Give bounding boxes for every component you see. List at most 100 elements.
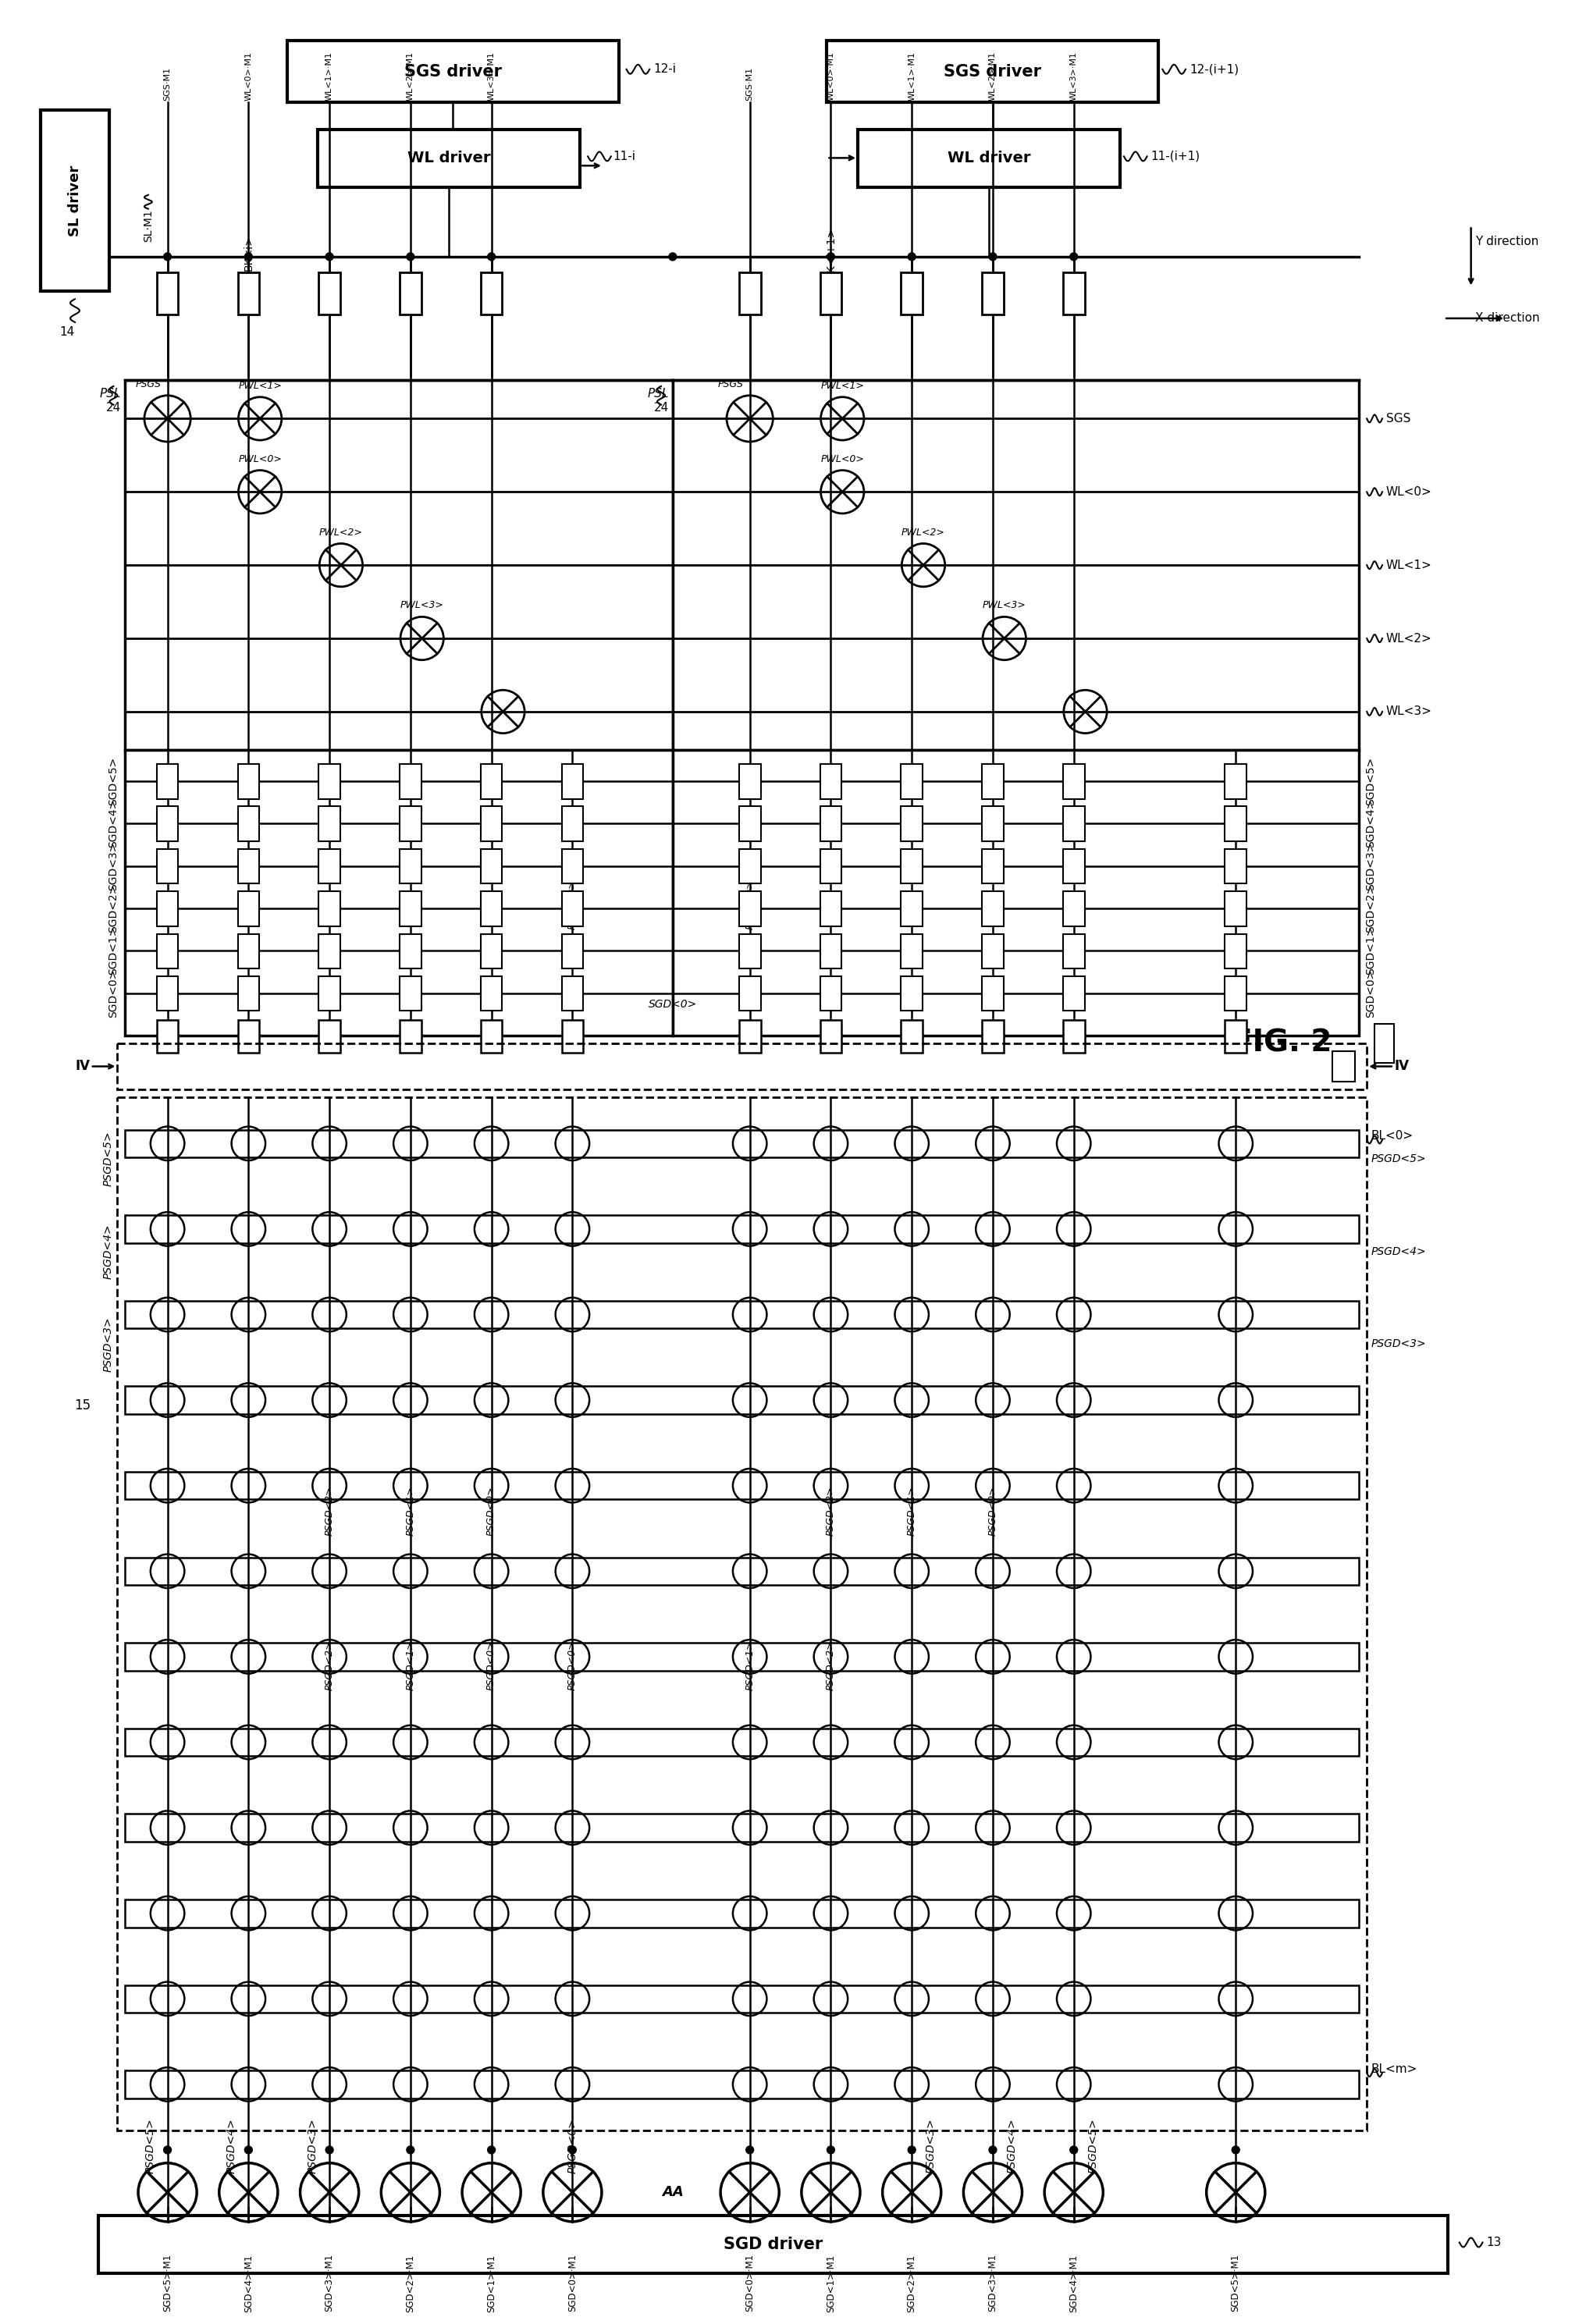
Text: PSGD<5>: PSGD<5>	[103, 1132, 114, 1188]
Circle shape	[487, 2145, 495, 2154]
Text: WL<3>·M1: WL<3>·M1	[1069, 51, 1077, 100]
Text: SGD<3>: SGD<3>	[108, 841, 119, 890]
Bar	[238, 934, 259, 969]
Text: PSGD<1>: PSGD<1>	[744, 1641, 755, 1690]
Bar	[1224, 934, 1247, 969]
Bar	[901, 848, 921, 883]
Bar	[125, 1215, 1359, 1243]
Bar	[125, 1643, 1359, 1671]
Circle shape	[988, 253, 996, 260]
Text: SGD<3>·M1: SGD<3>·M1	[324, 2254, 335, 2312]
Bar	[319, 934, 339, 969]
Bar	[901, 892, 921, 925]
Text: PSGD<5>: PSGD<5>	[144, 2119, 155, 2173]
Bar	[982, 806, 1002, 841]
Text: Y direction: Y direction	[1473, 235, 1537, 246]
Text: PSGS: PSGS	[717, 379, 744, 390]
Circle shape	[1231, 2145, 1239, 2154]
Text: PSGD<5>: PSGD<5>	[1370, 1153, 1426, 1164]
Circle shape	[244, 2145, 252, 2154]
Bar	[561, 806, 584, 841]
Circle shape	[487, 253, 495, 260]
Bar	[1063, 934, 1083, 969]
Circle shape	[826, 253, 834, 260]
Text: SGD<3>: SGD<3>	[1364, 841, 1375, 890]
Bar	[400, 892, 420, 925]
Circle shape	[745, 2145, 753, 2154]
Text: SGD<4>·M1: SGD<4>·M1	[1067, 2254, 1078, 2312]
Text: WL driver: WL driver	[408, 151, 490, 165]
Text: SGD<5>: SGD<5>	[1364, 758, 1375, 806]
Text: SGD<1>: SGD<1>	[108, 927, 119, 976]
Bar	[982, 272, 1002, 314]
Bar	[1063, 272, 1083, 314]
Bar	[561, 892, 584, 925]
Circle shape	[163, 253, 171, 260]
Bar	[1063, 892, 1083, 925]
Bar	[40, 109, 109, 290]
Text: SGD<4>: SGD<4>	[108, 799, 119, 848]
Bar	[1224, 976, 1247, 1011]
Bar	[287, 42, 619, 102]
Bar	[1332, 1050, 1354, 1081]
Bar	[820, 1020, 841, 1053]
Bar	[125, 1471, 1359, 1499]
Bar	[238, 848, 259, 883]
Text: PSGD<0>: PSGD<0>	[986, 1485, 998, 1536]
Bar	[125, 2071, 1359, 2099]
Bar	[1224, 892, 1247, 925]
Bar	[238, 765, 259, 799]
Text: SGD driver: SGD driver	[723, 2236, 822, 2252]
Bar	[319, 272, 339, 314]
Bar	[1224, 806, 1247, 841]
Bar	[901, 934, 921, 969]
Text: SGS driver: SGS driver	[404, 63, 501, 79]
Bar	[820, 848, 841, 883]
Text: WL<3>·M1: WL<3>·M1	[487, 51, 495, 100]
Text: WL<1>·M1: WL<1>·M1	[325, 51, 333, 100]
Text: SGD<4>: SGD<4>	[1364, 799, 1375, 848]
Text: PSGD<4>: PSGD<4>	[103, 1225, 114, 1278]
Circle shape	[406, 253, 414, 260]
Text: PSGD<2>: PSGD<2>	[825, 1485, 836, 1536]
Text: SGD<1>·M1: SGD<1>·M1	[825, 2254, 836, 2312]
Bar	[820, 892, 841, 925]
Bar	[400, 848, 420, 883]
Bar	[1224, 1020, 1247, 1053]
Bar	[481, 806, 503, 841]
Text: WL<0>·M1: WL<0>·M1	[826, 51, 834, 100]
Bar	[820, 806, 841, 841]
Bar	[481, 272, 503, 314]
Text: SGD<0>: SGD<0>	[1364, 969, 1375, 1018]
Text: AA: AA	[661, 2185, 684, 2199]
Text: PWL<2>: PWL<2>	[901, 528, 945, 537]
Bar	[820, 272, 841, 314]
Bar	[481, 934, 503, 969]
Bar	[125, 1813, 1359, 1841]
Circle shape	[325, 2145, 333, 2154]
Text: PSGD<0>: PSGD<0>	[566, 2119, 577, 2173]
Text: SGD<5>·M1: SGD<5>·M1	[1231, 2254, 1240, 2312]
Text: PWL<1>: PWL<1>	[238, 381, 282, 390]
Text: SGD<2>·M1: SGD<2>·M1	[404, 2254, 416, 2312]
Text: PSGD<1>: PSGD<1>	[906, 1485, 917, 1536]
Text: 24: 24	[653, 402, 668, 414]
Text: IV: IV	[1394, 1060, 1408, 1074]
Text: PSGD<2>: PSGD<2>	[324, 1485, 335, 1536]
Bar	[982, 934, 1002, 969]
Bar	[739, 934, 760, 969]
Bar	[319, 1020, 339, 1053]
Circle shape	[668, 253, 676, 260]
Bar	[400, 976, 420, 1011]
Text: 12-(i+1): 12-(i+1)	[1190, 63, 1239, 74]
Text: PWL<3>: PWL<3>	[400, 600, 444, 611]
Bar	[561, 934, 584, 969]
Bar	[739, 892, 760, 925]
Text: PSGD<4>: PSGD<4>	[225, 2119, 236, 2173]
Text: PSGD<3>: PSGD<3>	[306, 2119, 317, 2173]
Bar	[1063, 806, 1083, 841]
Bar	[157, 848, 178, 883]
Text: WL<0>: WL<0>	[1386, 486, 1431, 497]
Text: PSL: PSL	[647, 388, 668, 400]
Bar	[125, 1129, 1359, 1157]
